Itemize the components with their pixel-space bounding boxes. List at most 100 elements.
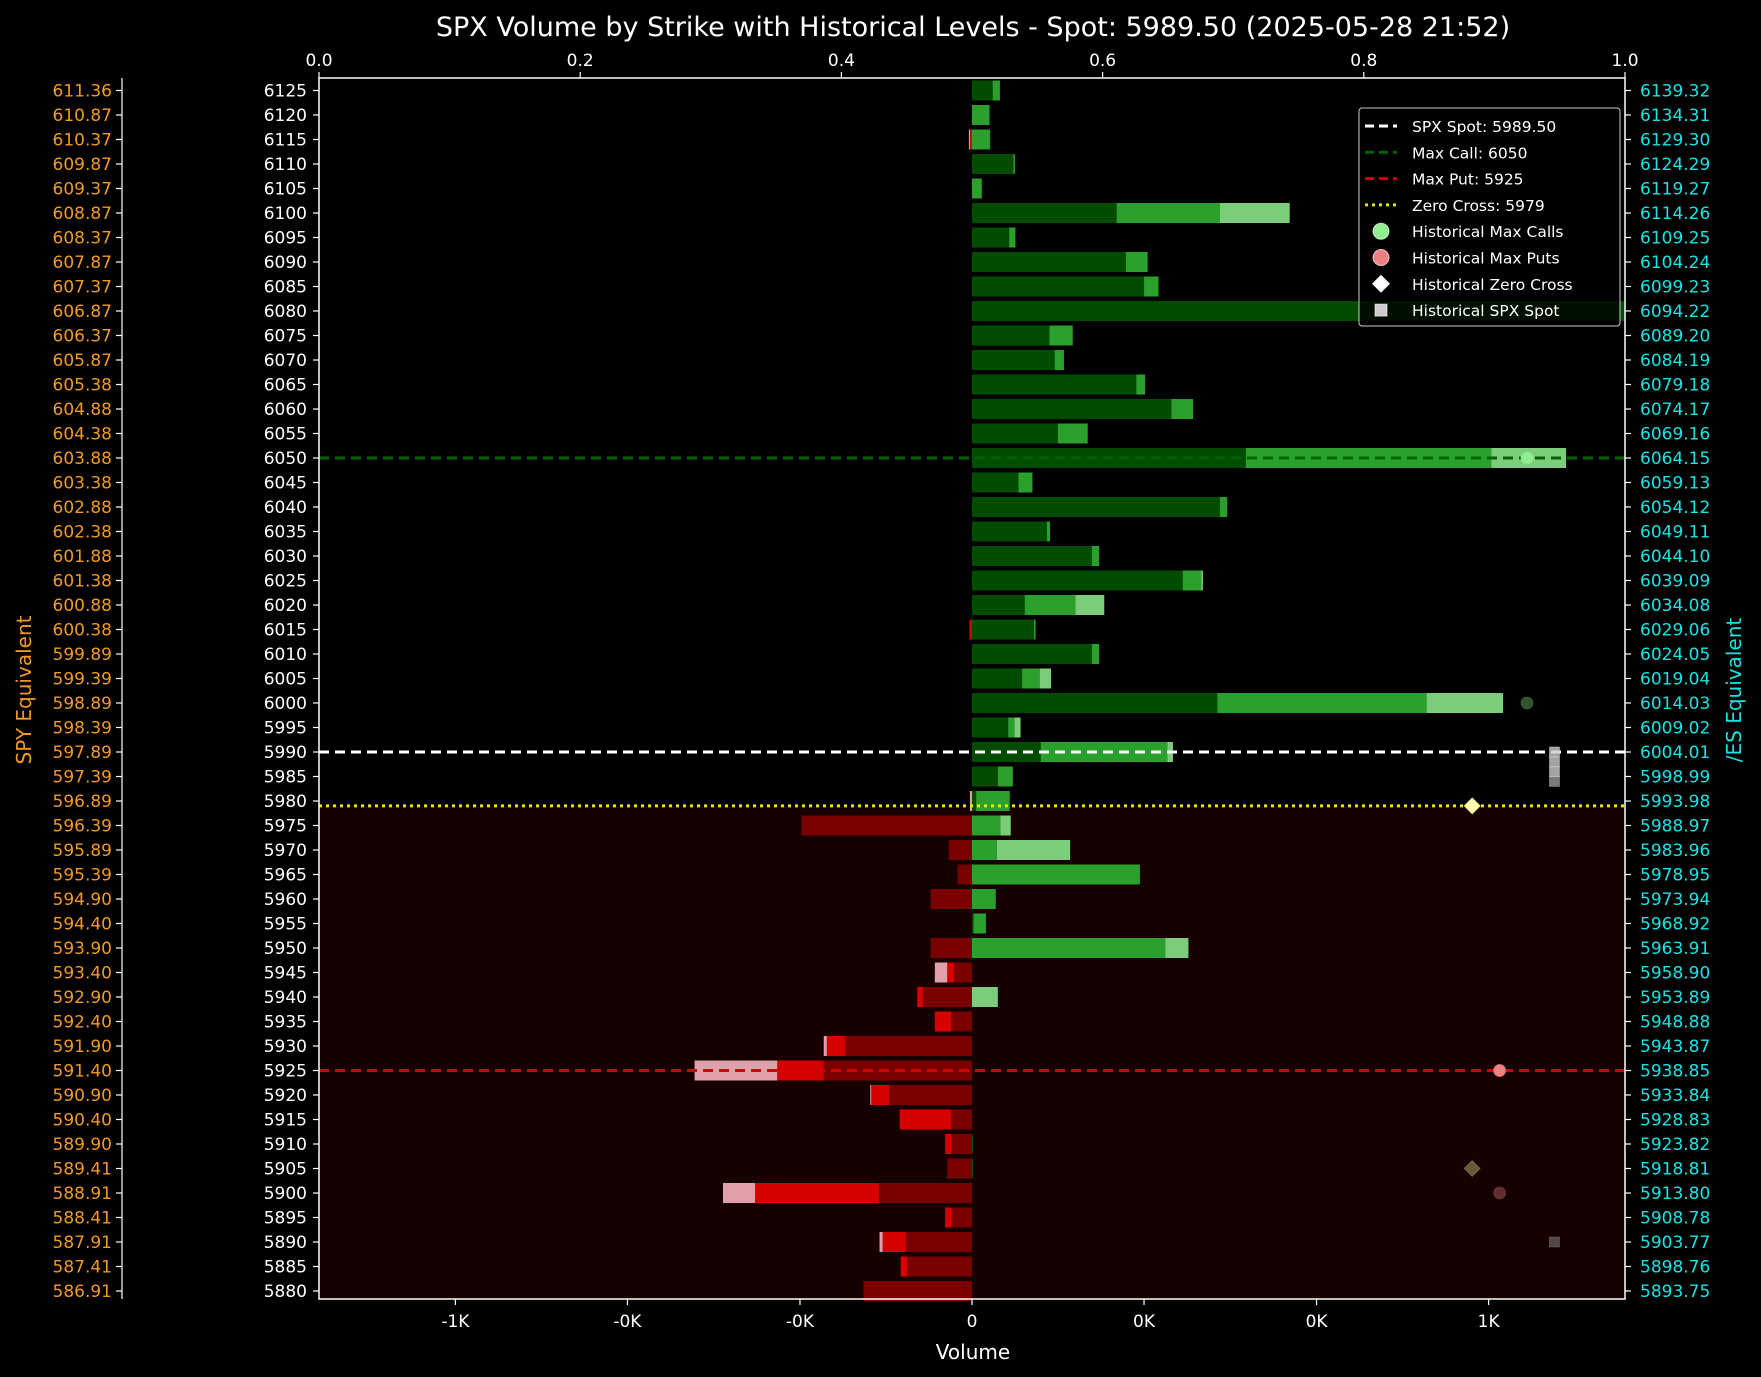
spy-label: 601.38 xyxy=(53,572,112,592)
spy-label: 589.90 xyxy=(53,1135,112,1155)
put-bar-5950-primary xyxy=(931,938,972,958)
call-bar-6070-primary xyxy=(972,350,1055,370)
call-bar-6040-secondary xyxy=(1220,497,1227,517)
spy-label: 596.39 xyxy=(53,817,112,837)
put-bar-5920-secondary xyxy=(871,1085,889,1105)
strike-label: 6095 xyxy=(264,229,307,249)
strike-label: 6005 xyxy=(264,670,307,690)
spy-label: 609.37 xyxy=(53,180,112,200)
put-bar-5885-secondary xyxy=(901,1257,908,1277)
strike-label: 6000 xyxy=(264,694,307,714)
historical-marker-square-9 xyxy=(1549,776,1559,786)
strike-label: 6055 xyxy=(264,425,307,445)
put-bar-6115-tertiary xyxy=(969,130,970,150)
bottom-tick-label: -0K xyxy=(613,1312,642,1332)
call-bar-6070-secondary xyxy=(1055,350,1064,370)
es-label: 5978.95 xyxy=(1640,866,1710,886)
call-bar-6085-primary xyxy=(972,277,1144,297)
strike-label: 5950 xyxy=(264,939,307,959)
es-label: 5948.88 xyxy=(1640,1013,1710,1033)
call-bar-6055-secondary xyxy=(1058,424,1088,444)
put-bar-5970-primary xyxy=(949,840,972,860)
top-tick-label: 0.4 xyxy=(828,51,855,71)
strike-label: 6065 xyxy=(264,376,307,396)
call-bar-6060-primary xyxy=(972,399,1171,419)
put-bar-5910-primary xyxy=(951,1134,972,1154)
es-label: 5933.84 xyxy=(1640,1086,1710,1106)
call-bar-6000-tertiary xyxy=(1427,693,1503,713)
spy-label: 599.39 xyxy=(53,670,112,690)
historical-marker-square-7 xyxy=(1549,757,1559,767)
chart-title: SPX Volume by Strike with Historical Lev… xyxy=(436,12,1510,43)
es-label: 6134.31 xyxy=(1640,106,1710,126)
legend-label-4: Historical Max Calls xyxy=(1412,223,1564,241)
put-bar-5915-secondary xyxy=(900,1110,952,1130)
es-label: 6104.24 xyxy=(1640,253,1710,273)
spy-label: 595.39 xyxy=(53,866,112,886)
put-bar-5915-primary xyxy=(951,1110,972,1130)
spy-label: 607.37 xyxy=(53,278,112,298)
strike-label: 6080 xyxy=(264,302,307,322)
call-bar-6100-secondary xyxy=(1117,203,1220,223)
es-label: 6129.30 xyxy=(1640,131,1710,151)
bottom-tick-label: -1K xyxy=(441,1312,470,1332)
es-label: 5923.82 xyxy=(1640,1135,1710,1155)
strike-label: 5940 xyxy=(264,988,307,1008)
spy-label: 594.90 xyxy=(53,890,112,910)
right-axis-label: /ES Equivalent xyxy=(1722,618,1746,763)
strike-label: 6025 xyxy=(264,572,307,592)
spy-label: 600.38 xyxy=(53,621,112,641)
put-bar-5930-secondary xyxy=(827,1036,846,1056)
put-bar-5900-secondary xyxy=(755,1183,879,1203)
es-label: 6099.23 xyxy=(1640,278,1710,298)
spy-label: 590.40 xyxy=(53,1111,112,1131)
spy-label: 587.91 xyxy=(53,1233,112,1253)
put-bar-5920-tertiary xyxy=(870,1085,871,1105)
spy-label: 586.91 xyxy=(53,1282,112,1302)
call-bar-5995-secondary xyxy=(1008,718,1014,738)
strike-label: 6115 xyxy=(264,131,307,151)
strike-label: 5880 xyxy=(264,1282,307,1302)
legend-label-6: Historical Zero Cross xyxy=(1412,276,1573,294)
strike-label: 6015 xyxy=(264,621,307,641)
call-bar-6100-tertiary xyxy=(1220,203,1290,223)
spy-label: 604.88 xyxy=(53,400,112,420)
put-bar-5930-tertiary xyxy=(824,1036,827,1056)
spy-label: 601.88 xyxy=(53,547,112,567)
call-bar-6035-primary xyxy=(972,522,1047,542)
strike-label: 5895 xyxy=(264,1209,307,1229)
es-label: 5903.77 xyxy=(1640,1233,1710,1253)
spy-label: 593.90 xyxy=(53,939,112,959)
es-label: 6064.15 xyxy=(1640,449,1710,469)
spy-label: 598.89 xyxy=(53,694,112,714)
es-label: 6079.18 xyxy=(1640,376,1710,396)
strike-label: 6110 xyxy=(264,155,307,175)
strike-label: 6035 xyxy=(264,523,307,543)
legend: SPX Spot: 5989.50 Max Call: 6050 Max Put: … xyxy=(1359,108,1620,326)
es-label: 6054.12 xyxy=(1640,498,1710,518)
put-bar-5900-primary xyxy=(879,1183,972,1203)
strike-label: 6075 xyxy=(264,327,307,347)
put-bar-5940-primary xyxy=(923,987,972,1007)
strike-label: 5970 xyxy=(264,841,307,861)
call-bar-6040-primary xyxy=(972,497,1220,517)
strike-label: 6070 xyxy=(264,351,307,371)
put-bar-5890-tertiary xyxy=(880,1232,883,1252)
call-bar-6020-primary xyxy=(972,595,1025,615)
es-label: 6029.06 xyxy=(1640,621,1710,641)
x-axis-label: Volume xyxy=(936,1340,1010,1364)
call-bar-6020-secondary xyxy=(1025,595,1076,615)
call-bar-6125-secondary xyxy=(993,81,1000,101)
spy-label: 588.91 xyxy=(53,1184,112,1204)
call-bar-5985-secondary xyxy=(998,767,1013,787)
es-label: 5953.89 xyxy=(1640,988,1710,1008)
legend-swatch-square-7 xyxy=(1375,304,1387,316)
es-label: 6034.08 xyxy=(1640,596,1710,616)
es-label: 6119.27 xyxy=(1640,180,1710,200)
historical-marker-square-6 xyxy=(1549,747,1559,757)
call-bar-6090-primary xyxy=(972,252,1126,272)
call-bar-5985-primary xyxy=(972,767,998,787)
call-bar-5950-tertiary xyxy=(1165,938,1188,958)
put-bar-5910-secondary xyxy=(945,1134,951,1154)
